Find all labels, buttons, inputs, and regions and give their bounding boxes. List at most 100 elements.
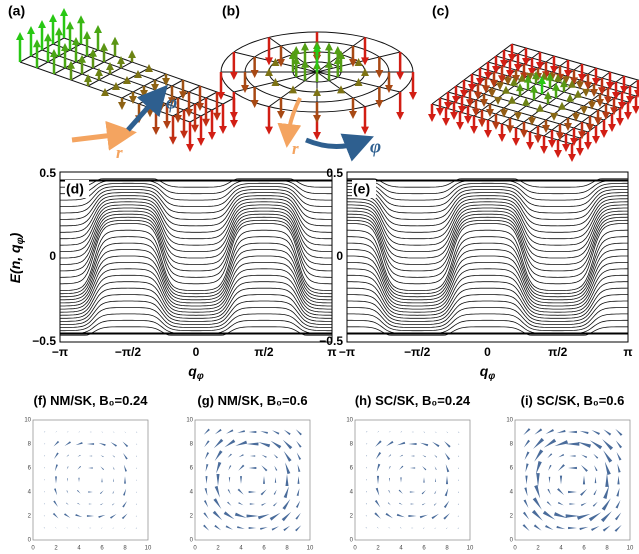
- vector-arrow: [374, 512, 381, 519]
- vector-arrow: [249, 431, 257, 433]
- vector-arrow: [445, 488, 449, 496]
- vector-arrow: [296, 441, 301, 448]
- x-tick-label: 2: [376, 546, 380, 552]
- vector-arrow: [87, 443, 94, 445]
- vector-arrow: [205, 452, 209, 459]
- vector-arrow: [296, 501, 300, 508]
- vector-arrow: [397, 514, 405, 518]
- vector-arrow: [423, 528, 425, 529]
- vector-arrow: [583, 476, 585, 485]
- spin-head: [409, 92, 417, 100]
- vector-arrow: [388, 454, 391, 457]
- spin-head: [152, 127, 160, 135]
- vector-arrow: [283, 440, 292, 449]
- x-tick-label: 10: [467, 546, 474, 552]
- vector-arrow: [296, 429, 302, 435]
- vector-arrow: [443, 513, 450, 520]
- spin-head: [169, 137, 177, 145]
- vector-arrow: [366, 455, 367, 457]
- vector-arrow: [458, 491, 459, 493]
- y-tick-label: 10: [24, 418, 31, 424]
- vector-arrow: [615, 512, 621, 520]
- spin-head: [44, 33, 52, 41]
- vector-arrow: [408, 443, 416, 445]
- vector-arrow: [524, 500, 529, 508]
- panel-label: (g): [197, 393, 214, 408]
- x-tick-label: 0: [484, 345, 491, 359]
- vector-arrow: [78, 478, 79, 483]
- vector-arrow: [213, 498, 221, 509]
- vector-arrow: [422, 455, 426, 457]
- spin-head: [396, 112, 404, 120]
- x-tick-label: 8: [123, 546, 127, 552]
- vector-arrow: [260, 431, 268, 434]
- vector-arrow: [422, 466, 426, 470]
- vector-arrow: [247, 514, 259, 517]
- vector-arrow: [547, 489, 550, 495]
- panel-label: (d): [66, 181, 84, 197]
- vector-arrow: [386, 441, 393, 446]
- y-tick-label: 0: [28, 538, 32, 544]
- vector-arrow: [534, 485, 540, 499]
- spin-head: [89, 49, 97, 57]
- vector-arrow: [54, 453, 59, 459]
- vector-arrow: [590, 440, 602, 449]
- y-tick-label: 4: [350, 490, 354, 496]
- plot-frame: [355, 420, 470, 540]
- band: [60, 256, 332, 303]
- vector-arrow: [366, 515, 367, 517]
- vector-arrow: [388, 490, 390, 494]
- spin-head: [213, 113, 221, 121]
- spin-head: [301, 42, 309, 50]
- vector-arrow: [617, 464, 620, 473]
- spin-head: [616, 118, 624, 126]
- spin-head: [464, 116, 472, 124]
- spin-head: [230, 120, 238, 128]
- vector-arrow: [446, 464, 450, 472]
- band: [60, 186, 332, 206]
- vector-arrow: [237, 526, 245, 529]
- spin-head: [576, 148, 584, 156]
- vector-arrow: [113, 528, 115, 529]
- vector-arrow: [285, 474, 288, 486]
- vector-arrow: [435, 466, 437, 470]
- y-tick-label: 0: [49, 249, 56, 263]
- spin-head: [145, 64, 153, 72]
- spin-head: [38, 20, 46, 28]
- spin-head: [289, 85, 297, 93]
- spin-head: [520, 130, 528, 138]
- band-curves: [347, 179, 628, 335]
- y-tick-label: 6: [510, 466, 514, 472]
- vector-arrow: [534, 524, 542, 530]
- spin-head: [576, 82, 584, 90]
- x-tick-label: 4: [399, 546, 403, 552]
- vector-arrow: [122, 441, 128, 447]
- phi-label: φ: [370, 136, 381, 157]
- x-tick-label: 6: [422, 546, 426, 552]
- vector-arrow: [554, 512, 568, 518]
- x-tick-label: 0: [193, 345, 200, 359]
- vector-arrow: [458, 503, 459, 505]
- vector-arrow: [111, 442, 117, 447]
- vector-arrow: [431, 514, 438, 519]
- spin-head: [582, 89, 590, 97]
- spin-head: [594, 117, 602, 125]
- panel-label: (f): [34, 393, 47, 408]
- vector-arrow: [366, 503, 367, 505]
- x-tick-label: 4: [559, 546, 563, 552]
- vector-arrow: [250, 503, 255, 504]
- spin-head: [191, 125, 199, 133]
- vector-arrow: [423, 432, 425, 433]
- band: [347, 180, 628, 193]
- vector-arrow: [224, 511, 235, 519]
- vector-arrow: [215, 450, 223, 461]
- vector-arrow: [458, 455, 459, 457]
- spin-head: [534, 135, 542, 143]
- vector-arrow: [225, 439, 236, 447]
- vector-arrow: [238, 465, 244, 471]
- vector-arrow: [67, 527, 69, 528]
- spin-head: [208, 132, 216, 140]
- vector-arrow: [53, 513, 59, 519]
- vector-arrow: [366, 431, 367, 432]
- vector-arrow: [55, 527, 56, 528]
